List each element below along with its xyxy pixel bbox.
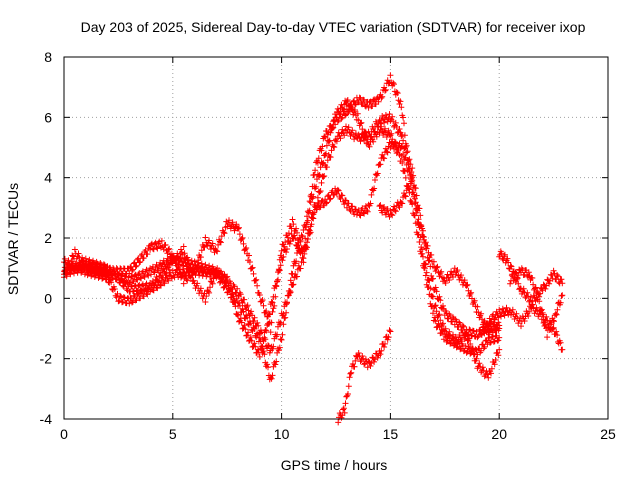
series-track-i (507, 265, 566, 341)
x-tick-label: 0 (60, 426, 68, 442)
y-tick-label: -2 (40, 351, 53, 367)
y-tick-label: 6 (44, 109, 52, 125)
x-axis-label: GPS time / hours (281, 457, 388, 473)
series-track-f (376, 175, 416, 220)
y-tick-label: -4 (40, 411, 53, 427)
y-tick-label: 2 (44, 230, 52, 246)
chart-title: Day 203 of 2025, Sidereal Day-to-day VTE… (81, 19, 586, 35)
plus-markers-track-e (335, 327, 394, 426)
plus-markers-track-g (478, 301, 566, 353)
series-track-g (478, 301, 566, 353)
series-track-e (335, 327, 394, 426)
y-tick-label: 8 (44, 49, 52, 65)
y-tick-label: 4 (44, 170, 52, 186)
plus-markers-track-i (507, 265, 566, 341)
y-axis-label: SDTVAR / TECUs (5, 183, 21, 295)
x-tick-label: 5 (169, 426, 177, 442)
axis-ticks: 0 5 10 15 20 25 -4 -2 0 2 4 6 8 (40, 49, 616, 442)
x-tick-label: 20 (491, 426, 507, 442)
x-tick-label: 25 (600, 426, 616, 442)
plus-markers-track-f (376, 175, 416, 220)
x-tick-label: 10 (274, 426, 290, 442)
x-tick-label: 15 (383, 426, 399, 442)
y-tick-label: 0 (44, 290, 52, 306)
